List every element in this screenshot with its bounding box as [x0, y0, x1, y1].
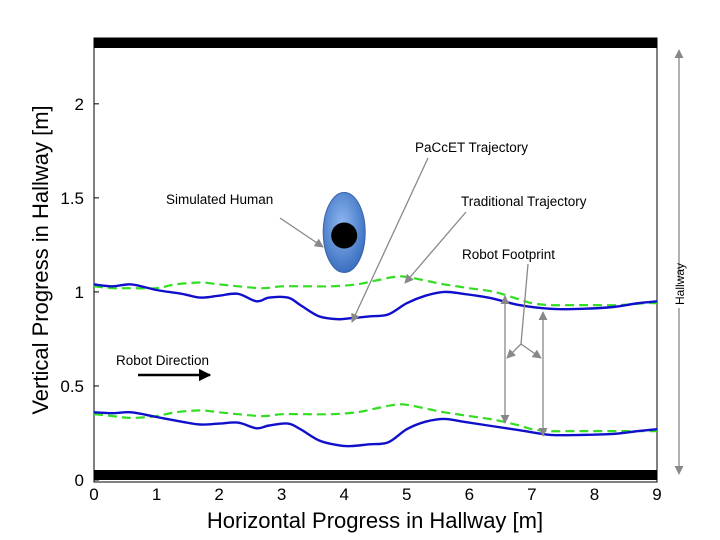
- y-tick-label: 1: [75, 283, 84, 302]
- paccet-trajectory-upper-edge: [93, 283, 658, 321]
- series-layer: [93, 275, 658, 448]
- x-tick-label: 8: [590, 485, 599, 504]
- footprint-arrow-right: [520, 343, 542, 359]
- simulated-human-head: [331, 222, 358, 249]
- x-tick-label: 7: [527, 485, 536, 504]
- annotation-hallway: Hallway: [673, 263, 687, 305]
- top-wall: [94, 38, 657, 48]
- y-tick-label: 0.5: [60, 377, 84, 396]
- x-tick-label: 4: [339, 485, 348, 504]
- y-tick-label: 0: [75, 471, 84, 490]
- annotation-paccet: PaCcET Trajectory: [415, 140, 528, 155]
- traditional-trajectory-upper-edge: [93, 275, 658, 307]
- annotation-direction: Robot Direction: [116, 353, 209, 368]
- bottom-wall: [94, 470, 657, 480]
- traditional-trajectory-lower-edge: [93, 403, 657, 433]
- paccet-trajectory-lower-edge: [93, 410, 658, 448]
- y-axis-ticks: 0 0.5 1 1.5 2: [60, 95, 99, 490]
- annotation-footprint: Robot Footprint: [462, 247, 555, 262]
- annotation-arrows: [279, 49, 684, 475]
- paccet-arrow: [351, 157, 429, 323]
- x-axis-ticks: 0 1 2 3 4 5 6 7 8 9: [89, 475, 662, 504]
- x-axis-title: Horizontal Progress in Hallway [m]: [207, 508, 543, 533]
- x-tick-label: 5: [402, 485, 411, 504]
- y-tick-label: 1.5: [60, 189, 84, 208]
- traditional-arrow: [404, 211, 467, 284]
- x-tick-label: 6: [465, 485, 474, 504]
- footprint-arrow-left: [506, 343, 522, 359]
- plot-area: [93, 37, 658, 483]
- footprint-arrow-main: [520, 263, 529, 345]
- x-tick-label: 0: [89, 485, 98, 504]
- y-axis-title: Vertical Progress in Hallway [m]: [28, 105, 53, 414]
- x-tick-label: 1: [152, 485, 161, 504]
- annotation-human: Simulated Human: [166, 192, 273, 207]
- x-tick-label: 9: [652, 485, 661, 504]
- annotation-traditional: Traditional Trajectory: [461, 194, 587, 209]
- x-tick-label: 3: [277, 485, 286, 504]
- x-tick-label: 2: [214, 485, 223, 504]
- human-arrow: [279, 217, 324, 248]
- y-tick-label: 2: [75, 95, 84, 114]
